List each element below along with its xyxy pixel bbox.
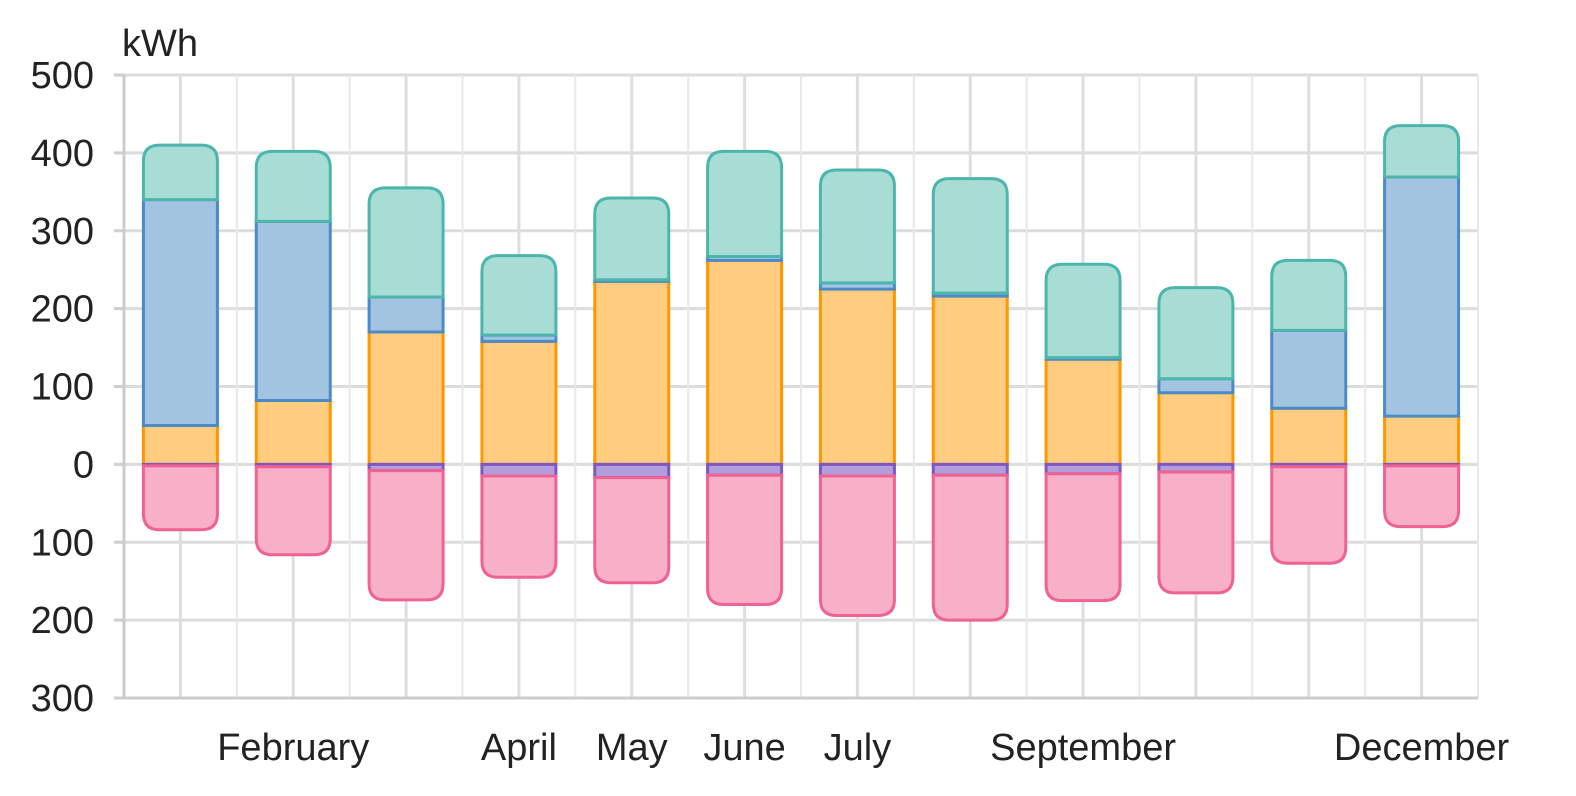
x-tick-label: February [217, 727, 369, 769]
bar-segment-teal [1270, 258, 1348, 332]
bar-segment-blue [1383, 175, 1461, 418]
bar-segment-teal [1383, 124, 1461, 179]
bar-segment-teal [367, 186, 445, 299]
bar-segment-teal [818, 168, 896, 285]
bar-segment-orange [1157, 391, 1235, 466]
bar-segment-orange [367, 328, 445, 466]
bar-segment-orange [706, 258, 784, 466]
bar-segment-orange [593, 279, 671, 466]
bar-segment-blue [1270, 328, 1348, 410]
bar-segment-purple [931, 462, 1009, 477]
bar-segment-pink [931, 473, 1009, 622]
x-tick-label: June [703, 727, 785, 769]
y-tick-label: 200 [31, 600, 94, 642]
x-tick-label: May [596, 727, 668, 769]
bar-segment-purple [480, 462, 558, 478]
bar-segment-teal [141, 143, 219, 202]
axis-labels: kWh 500 400 300 200 100 0 100 200 300 February Apr… [31, 23, 1510, 769]
bar-segment-blue [254, 219, 332, 403]
bar-segment-purple [818, 462, 896, 478]
bar-segment-orange [254, 399, 332, 466]
bars [141, 124, 1461, 622]
bar-segment-orange [1044, 357, 1122, 466]
bar-segment-pink [480, 474, 558, 579]
bar-segment-orange [818, 287, 896, 466]
bar-segment-teal [480, 254, 558, 337]
y-tick-label: 200 [31, 289, 94, 331]
bar-segment-orange [141, 423, 219, 466]
bar-segment-pink [254, 463, 334, 557]
bar-segment-orange [1270, 406, 1348, 466]
bar-segment-teal [254, 149, 332, 223]
bar-segment-teal [1157, 286, 1235, 381]
y-axis-unit-label: kWh [122, 23, 198, 65]
bar-segment-pink [1270, 464, 1348, 565]
bar-segment-blue [1157, 377, 1235, 395]
bar-segment-blue [367, 295, 447, 334]
bar-segment-pink [1383, 464, 1461, 529]
bar-segment-orange [931, 294, 1009, 466]
y-tick-label: 300 [31, 211, 94, 253]
bar-segment-pink [818, 474, 896, 617]
bar-segment-pink [367, 469, 445, 602]
bar-segment-pink [1044, 472, 1122, 603]
y-tick-label: 500 [31, 55, 94, 97]
bar-segment-teal [1044, 262, 1122, 360]
bar-segment-pink [141, 464, 219, 532]
y-tick-label: 100 [31, 367, 94, 409]
x-tick-label: July [824, 727, 892, 769]
x-tick-label: April [481, 727, 557, 769]
bar-segment-purple [593, 462, 671, 480]
bar-segment-teal [706, 149, 784, 258]
bar-segment-pink [706, 473, 784, 607]
y-tick-label: 100 [31, 522, 94, 564]
y-tick-label: 0 [73, 444, 94, 486]
x-tick-label: December [1334, 727, 1510, 769]
bar-segment-blue [141, 195, 219, 427]
bar-segment-orange [480, 339, 558, 466]
bar-segment-pink [1157, 470, 1235, 595]
bar-segment-pink [593, 476, 671, 585]
x-tick-label: September [990, 727, 1176, 769]
bar-segment-purple [706, 462, 784, 478]
bar-segment-teal [931, 177, 1009, 295]
bar-segment-teal [593, 196, 671, 282]
y-tick-label: 400 [31, 133, 94, 175]
y-tick-label: 300 [31, 678, 94, 720]
bar-segment-orange [1383, 414, 1461, 466]
